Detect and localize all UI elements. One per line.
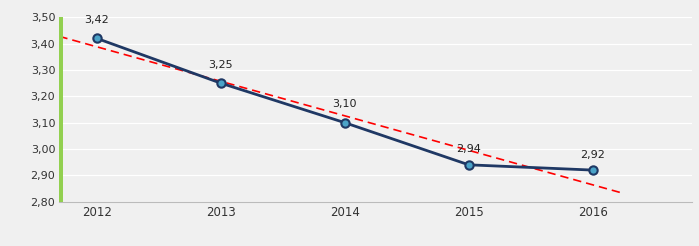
Text: 3,42: 3,42 [85,15,109,25]
Text: 3,10: 3,10 [333,99,357,109]
Text: 3,25: 3,25 [208,60,233,70]
Text: 2,92: 2,92 [580,150,605,160]
Text: 2,94: 2,94 [456,144,481,154]
